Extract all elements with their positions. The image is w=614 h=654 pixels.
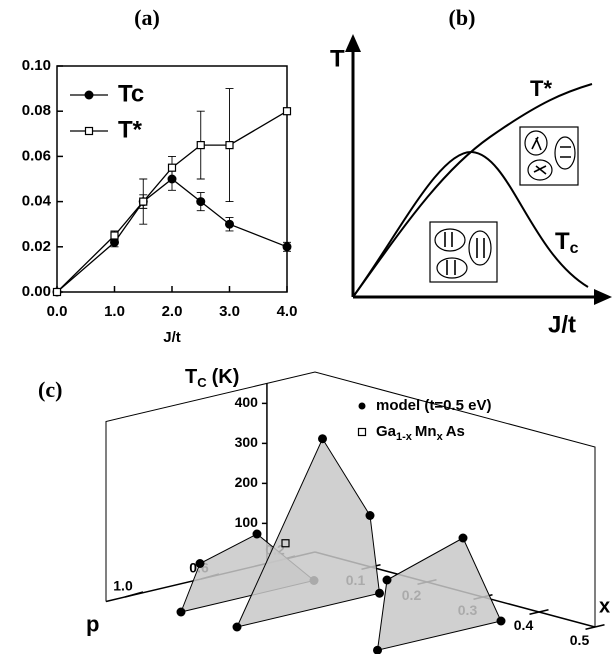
label-main: Ga (376, 423, 397, 440)
z-tick-label: 400 (235, 394, 259, 410)
y-label: T (330, 45, 345, 72)
label-sub: x (437, 431, 444, 443)
lower-curve-label: Tc (555, 228, 579, 257)
y-tick-label: 0.10 (22, 57, 51, 74)
data-point (318, 434, 327, 444)
data-point (496, 616, 506, 626)
z-tick-label: 300 (235, 434, 259, 450)
legend-label: T* (118, 116, 143, 143)
label-sub: c (570, 240, 579, 257)
data-point (281, 539, 290, 548)
legend-marker (84, 90, 94, 100)
legend-label: Ga1-x Mnx As (376, 423, 465, 443)
legend-label: model (t=0.5 eV) (376, 397, 491, 414)
box-frame (105, 371, 596, 627)
legend-marker (84, 126, 94, 136)
series-line (56, 178, 288, 293)
p-tick (124, 591, 144, 598)
label-unit: (K) (212, 366, 240, 388)
y-arrow (345, 34, 361, 52)
panel-title: (c) (38, 377, 62, 402)
data-point (365, 511, 375, 520)
upper-curve (352, 83, 593, 298)
data-point (196, 141, 205, 150)
x-tick-label: 3.0 (219, 303, 240, 320)
x-tick (529, 609, 549, 615)
series-line (56, 110, 288, 293)
panel-title: (b) (449, 5, 476, 30)
label-main: As (446, 423, 465, 440)
x-tick-label: 0.4 (514, 617, 534, 633)
x-tick-label: 0.0 (47, 303, 68, 320)
data-point (196, 197, 206, 207)
x-tick (585, 624, 605, 630)
data-point (52, 287, 62, 297)
x-arrow (594, 289, 612, 305)
x-tick-label: 2.0 (162, 303, 183, 320)
data-point (232, 622, 242, 632)
data-point (225, 219, 234, 229)
legend-marker (358, 402, 366, 410)
x-tick-label: 0.5 (570, 632, 590, 648)
p-axis-label: p (86, 611, 99, 636)
data-point (139, 197, 148, 206)
z-tick-label: 200 (235, 474, 259, 490)
schematic-panel: (b) T J/t T* Tc (330, 5, 612, 338)
data-point (282, 107, 292, 116)
y-tick-label: 0.02 (22, 238, 51, 255)
data-point (252, 529, 262, 539)
data-point (167, 163, 177, 172)
data-point (225, 141, 234, 150)
p-tick-label: 1.0 (113, 578, 133, 594)
disordered-inset (519, 126, 579, 186)
label-sub: 1-x (396, 431, 413, 443)
surface-sheet (376, 537, 502, 651)
x-tick-label: 1.0 (104, 303, 125, 320)
z-tick-label: 100 (235, 514, 259, 530)
x-tick-label: 4.0 (277, 303, 298, 320)
x-label: J/t (548, 311, 576, 338)
data-point (375, 588, 384, 598)
y-tick-label: 0.08 (22, 102, 51, 119)
data-point (382, 575, 392, 585)
label-main: Mn (415, 423, 437, 440)
data-point (195, 559, 205, 568)
ordered-inset (429, 221, 498, 283)
data-point (176, 607, 186, 617)
label-main: T (555, 228, 570, 255)
upper-curve-label: T* (530, 76, 552, 101)
label-main: T (185, 366, 197, 388)
data-point (373, 645, 382, 654)
panel-title: (a) (134, 5, 160, 30)
legend-marker (357, 427, 367, 437)
y-tick-label: 0.00 (22, 283, 51, 300)
data-point (282, 242, 292, 252)
y-tick-label: 0.06 (22, 147, 51, 164)
x-axis-label: J/t (163, 329, 181, 346)
data-point (458, 533, 468, 543)
z-axis-label: TC (K) (185, 366, 239, 390)
x-axis-label: x (599, 595, 610, 617)
y-tick-label: 0.04 (22, 193, 52, 210)
label-sub: C (197, 375, 207, 390)
lower-curve (352, 150, 589, 298)
legend-label: Tc (118, 80, 144, 107)
data-point (110, 231, 119, 240)
